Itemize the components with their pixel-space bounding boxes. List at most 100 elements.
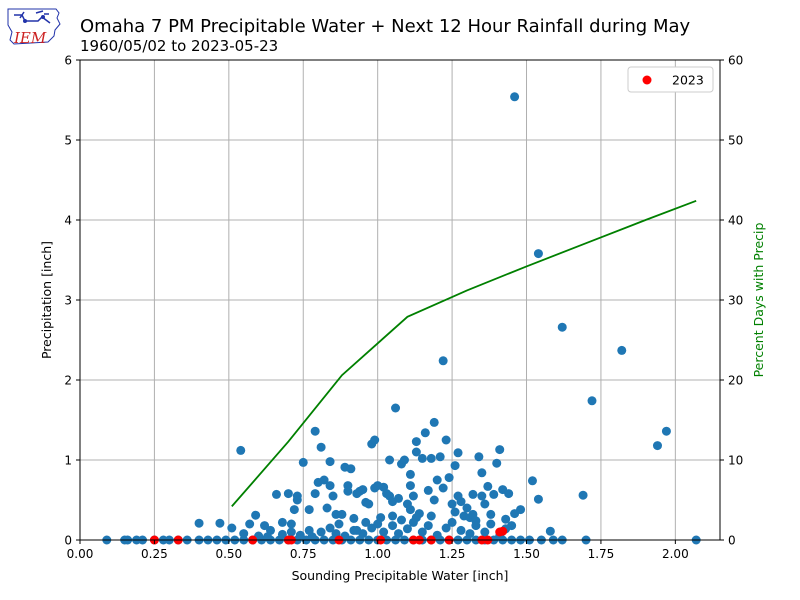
data-point bbox=[316, 442, 326, 452]
data-point bbox=[319, 475, 329, 485]
data-point bbox=[277, 529, 287, 539]
x-tick-label: 1.25 bbox=[439, 547, 466, 561]
data-point bbox=[402, 524, 412, 534]
iem-logo: IEM bbox=[7, 8, 61, 47]
data-point bbox=[486, 509, 496, 519]
y2-tick-label: 30 bbox=[728, 294, 743, 308]
data-point bbox=[501, 514, 511, 524]
data-point bbox=[545, 526, 555, 536]
y2-tick-label: 60 bbox=[728, 54, 743, 68]
data-point bbox=[349, 513, 359, 523]
data-point bbox=[325, 457, 335, 467]
data-point bbox=[453, 448, 463, 458]
data-point bbox=[358, 485, 368, 495]
logo-dot-icon bbox=[41, 15, 45, 19]
data-point bbox=[471, 521, 481, 531]
data-point bbox=[504, 489, 514, 499]
scatter-points bbox=[102, 92, 701, 545]
data-point bbox=[450, 461, 460, 471]
data-point bbox=[492, 458, 502, 468]
chart-subtitle: 1960/05/02 to 2023-05-23 bbox=[80, 37, 278, 55]
data-point bbox=[343, 481, 353, 491]
data-point bbox=[399, 455, 409, 465]
data-point bbox=[411, 447, 421, 457]
data-point bbox=[394, 493, 404, 503]
data-point bbox=[486, 519, 496, 529]
data-point bbox=[441, 523, 451, 533]
x-axis: 0.00 0.25 0.50 0.75 1.00 1.25 1.50 1.75 2.00 bbox=[67, 540, 689, 561]
data-point bbox=[661, 426, 671, 436]
y-tick-label: 4 bbox=[64, 214, 72, 228]
y-tick-label: 3 bbox=[64, 294, 72, 308]
data-point bbox=[489, 489, 499, 499]
data-point bbox=[396, 515, 406, 525]
data-point bbox=[328, 491, 338, 501]
legend-box bbox=[627, 66, 714, 93]
y2-axis: 0 10 20 30 40 50 60 bbox=[720, 54, 743, 548]
data-point bbox=[307, 532, 317, 542]
data-point bbox=[373, 519, 383, 529]
x-tick-label: 1.50 bbox=[513, 547, 540, 561]
logo-text: IEM bbox=[13, 29, 47, 47]
percent-days-line bbox=[231, 199, 697, 507]
data-point bbox=[411, 513, 421, 523]
data-point bbox=[325, 523, 335, 533]
data-point bbox=[456, 525, 466, 535]
y2-tick-label: 40 bbox=[728, 214, 743, 228]
data-point bbox=[316, 527, 326, 537]
data-point bbox=[432, 475, 442, 485]
data-point bbox=[587, 396, 597, 406]
y-tick-label: 6 bbox=[64, 54, 72, 68]
data-point bbox=[194, 518, 204, 528]
legend-label: 2023 bbox=[672, 73, 704, 88]
data-point bbox=[438, 483, 448, 493]
data-point bbox=[263, 532, 273, 542]
data-point bbox=[352, 525, 362, 535]
data-point bbox=[435, 452, 445, 462]
data-point bbox=[405, 505, 415, 515]
data-point bbox=[322, 503, 332, 513]
data-point bbox=[510, 92, 520, 102]
data-point bbox=[271, 489, 281, 499]
y2-tick-label: 50 bbox=[728, 134, 743, 148]
data-point bbox=[283, 489, 293, 499]
data-point bbox=[370, 435, 380, 445]
data-point bbox=[533, 494, 543, 504]
data-point bbox=[495, 445, 505, 455]
data-point bbox=[215, 518, 225, 528]
data-point bbox=[516, 505, 526, 515]
chart-title: Omaha 7 PM Precipitable Water + Next 12 … bbox=[80, 16, 691, 37]
data-point bbox=[337, 509, 347, 519]
data-point bbox=[310, 489, 320, 499]
y2-tick-label: 0 bbox=[728, 534, 736, 548]
y-tick-label: 2 bbox=[64, 374, 72, 388]
data-point bbox=[289, 505, 299, 515]
percent-line bbox=[231, 199, 697, 507]
x-tick-label: 1.75 bbox=[588, 547, 615, 561]
data-point bbox=[388, 511, 398, 521]
data-point bbox=[533, 249, 543, 259]
data-point bbox=[557, 322, 567, 332]
data-point bbox=[450, 507, 460, 517]
data-point bbox=[423, 485, 433, 495]
data-point bbox=[411, 437, 421, 447]
data-point bbox=[286, 527, 296, 537]
data-point bbox=[483, 481, 493, 491]
data-point bbox=[578, 490, 588, 500]
data-point bbox=[251, 510, 261, 520]
data-point bbox=[456, 497, 466, 507]
data-point bbox=[417, 453, 427, 463]
data-point bbox=[325, 481, 335, 491]
data-point bbox=[405, 469, 415, 479]
data-point bbox=[480, 499, 490, 509]
data-point bbox=[462, 503, 472, 513]
data-point bbox=[298, 457, 308, 467]
data-point bbox=[334, 519, 344, 529]
data-point bbox=[346, 464, 356, 474]
y2-axis-label: Percent Days with Precip bbox=[751, 223, 766, 378]
data-point bbox=[310, 426, 320, 436]
x-tick-label: 0.25 bbox=[141, 547, 168, 561]
data-point bbox=[417, 527, 427, 537]
x-tick-label: 0.75 bbox=[290, 547, 317, 561]
